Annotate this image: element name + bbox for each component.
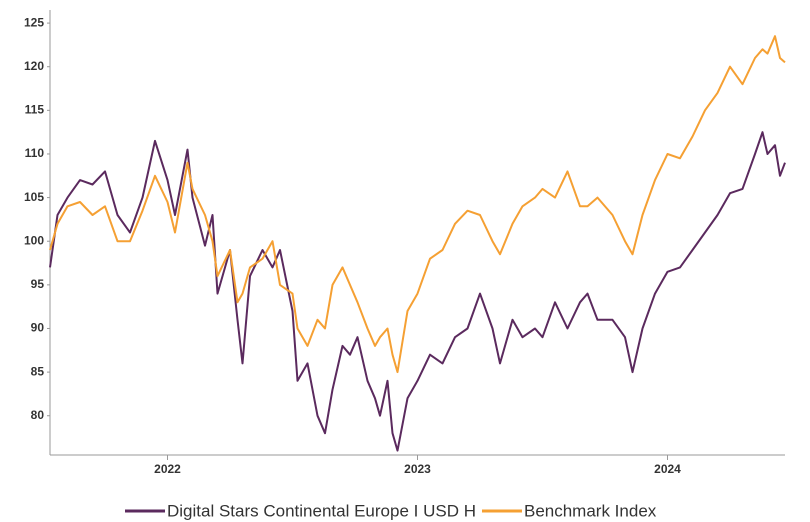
y-tick-label: 105 bbox=[24, 190, 44, 204]
y-tick-label: 85 bbox=[31, 364, 45, 378]
x-tick-label: 2022 bbox=[154, 462, 181, 476]
y-tick-label: 90 bbox=[31, 321, 45, 335]
x-tick-label: 2023 bbox=[404, 462, 431, 476]
y-tick-label: 110 bbox=[25, 146, 45, 160]
y-tick-label: 100 bbox=[24, 233, 44, 247]
y-tick-label: 80 bbox=[31, 408, 45, 422]
series-line bbox=[49, 35, 786, 374]
y-tick-label: 125 bbox=[24, 15, 44, 29]
y-tick-label: 95 bbox=[31, 277, 45, 291]
x-tick-label: 2024 bbox=[654, 462, 681, 476]
series-line bbox=[49, 131, 786, 452]
legend-label: Benchmark Index bbox=[524, 501, 657, 520]
y-tick-label: 115 bbox=[25, 103, 45, 117]
y-tick-label: 120 bbox=[24, 59, 44, 73]
legend-label: Digital Stars Continental Europe I USD H bbox=[167, 501, 476, 520]
